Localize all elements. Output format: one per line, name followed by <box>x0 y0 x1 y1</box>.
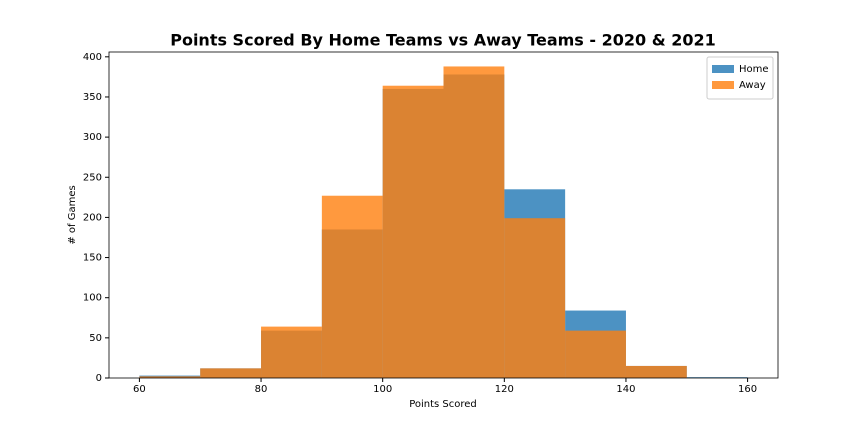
y-tick-label: 150 <box>83 253 102 264</box>
chart-title: Points Scored By Home Teams vs Away Team… <box>170 31 716 50</box>
x-tick-label: 160 <box>738 384 757 395</box>
bar <box>200 368 262 378</box>
y-tick-label: 100 <box>83 293 102 304</box>
y-tick-label: 350 <box>83 92 102 103</box>
legend-swatch <box>712 81 734 89</box>
x-tick-label: 60 <box>133 384 146 395</box>
bar <box>139 376 201 378</box>
x-tick-label: 100 <box>373 384 392 395</box>
plot-frame <box>108 51 779 379</box>
y-tick-label: 300 <box>83 132 102 143</box>
legend-label: Away <box>739 80 766 91</box>
x-tick-label: 140 <box>616 384 635 395</box>
bar <box>625 365 687 378</box>
bar <box>443 66 505 379</box>
y-tick-label: 0 <box>96 373 102 384</box>
legend: Home Away <box>706 56 774 100</box>
bar <box>565 330 626 378</box>
x-tick-label: 80 <box>255 384 268 395</box>
legend-swatch <box>712 65 734 73</box>
bar <box>321 195 383 378</box>
y-tick-label: 200 <box>83 212 102 223</box>
x-tick-label: 120 <box>495 384 514 395</box>
legend-label: Home <box>739 64 769 75</box>
y-tick-label: 50 <box>89 333 102 344</box>
y-tick-label: 250 <box>83 172 102 183</box>
bar <box>261 326 322 378</box>
y-axis-label: # of Games <box>67 185 78 244</box>
bar <box>686 377 748 378</box>
bar <box>504 218 566 378</box>
y-tick-label: 400 <box>83 52 102 63</box>
bar <box>382 85 444 379</box>
x-axis-label: Points Scored <box>409 399 477 410</box>
